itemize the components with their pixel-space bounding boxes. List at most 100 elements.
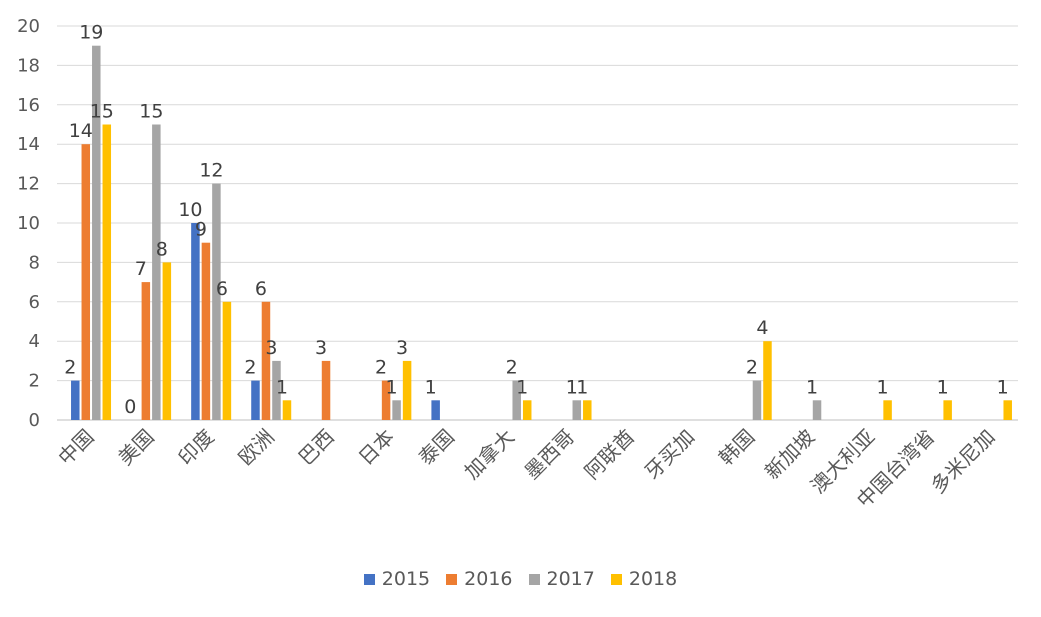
data-label: 15: [90, 101, 114, 123]
bar-2015: [251, 380, 260, 420]
category-label: 印度: [173, 425, 218, 470]
bar-2018: [1003, 400, 1012, 420]
category-label: 阿联酋: [580, 425, 639, 484]
category-label: 墨西哥: [520, 425, 579, 484]
bar-2018: [583, 400, 592, 420]
bar-2016: [321, 360, 331, 420]
data-label: 1: [276, 376, 288, 398]
y-tick-label: 20: [17, 16, 40, 37]
data-label: 1: [937, 376, 949, 398]
bars: [71, 45, 1012, 420]
x-axis-categories: 中国 美国 印度 欧洲 巴西 日本 泰国 加拿大 墨西哥 阿联酋 牙买加 韩国 新加坡澳大利亚中国台湾省…: [53, 425, 999, 513]
legend-item: 2016: [446, 568, 513, 590]
data-label: 6: [255, 278, 267, 300]
legend-label: 2018: [628, 568, 678, 590]
bar-2017: [752, 380, 762, 420]
legend-item: 2015: [363, 568, 431, 590]
legend-label: 2015: [381, 568, 431, 590]
bar-2018: [102, 124, 112, 420]
category-label: 欧洲: [233, 425, 278, 470]
data-label: 1: [566, 376, 578, 398]
y-axis-ticks: 0 2 4 6 8 10 12 14 16 18 20: [17, 16, 40, 431]
data-label: 2: [244, 357, 256, 379]
data-label: 9: [195, 219, 207, 241]
category-label: 巴西: [294, 425, 339, 470]
category-label: 美国: [113, 425, 158, 470]
bar-2015: [71, 380, 80, 420]
bar-2017: [572, 400, 582, 420]
data-label: 1: [997, 376, 1009, 398]
bar-2017: [392, 400, 401, 420]
bar-2015: [191, 223, 200, 420]
y-tick-label: 8: [29, 252, 40, 273]
y-tick-label: 10: [17, 213, 40, 234]
category-label: 多米尼加: [926, 425, 1000, 499]
y-tick-label: 14: [17, 134, 40, 155]
y-tick-label: 2: [29, 371, 40, 392]
bar-2018: [522, 400, 532, 420]
bar-2018: [162, 262, 172, 420]
data-label: 1: [516, 376, 528, 398]
data-label: 2: [375, 357, 387, 379]
category-label: 泰国: [414, 425, 459, 470]
data-label: 4: [756, 317, 768, 339]
legend-item: 2018: [610, 568, 678, 590]
legend-item: 2017: [528, 568, 595, 590]
category-label: 牙买加: [640, 425, 699, 484]
bar-2018: [943, 400, 952, 420]
bar-2015: [431, 400, 440, 420]
data-label: 2: [746, 357, 758, 379]
bar-2017: [212, 183, 221, 420]
y-tick-label: 6: [29, 292, 40, 313]
data-label: 3: [396, 337, 408, 359]
bar-2016: [141, 282, 151, 420]
data-label: 8: [156, 238, 168, 260]
data-label: 1: [386, 376, 398, 398]
bar-2016: [261, 301, 271, 420]
bar-2016: [81, 144, 91, 420]
data-label: 12: [199, 160, 223, 182]
data-label: 3: [315, 337, 327, 359]
legend-label: 2016: [464, 568, 513, 590]
category-label: 新加坡: [760, 425, 819, 484]
category-label: 中国: [53, 425, 98, 470]
category-label: 韩国: [714, 425, 759, 470]
data-label: 1: [425, 376, 437, 398]
y-tick-label: 0: [29, 410, 40, 431]
data-label: 1: [806, 376, 818, 398]
bar-2016: [381, 380, 391, 420]
data-label: 15: [139, 101, 163, 123]
bar-2017: [272, 360, 281, 420]
y-tick-label: 16: [17, 95, 40, 116]
y-tick-label: 4: [29, 331, 40, 352]
bar-2017: [812, 400, 822, 420]
data-label: 6: [216, 278, 228, 300]
bar-2018: [222, 301, 232, 420]
y-tick-label: 12: [17, 174, 40, 195]
data-label: 1: [877, 376, 889, 398]
data-label: 10: [178, 199, 202, 221]
category-label: 日本: [354, 425, 399, 470]
bar-2017: [92, 45, 101, 420]
data-label: 19: [79, 22, 103, 44]
legend-swatch: [363, 573, 375, 585]
legend-swatch: [528, 573, 540, 585]
bar-2016: [201, 242, 211, 420]
category-label: 加拿大: [460, 425, 519, 484]
legend-swatch: [610, 573, 622, 585]
data-label: 1: [576, 376, 588, 398]
legend-swatch: [446, 573, 458, 585]
bar-2018: [883, 400, 892, 420]
y-tick-label: 18: [17, 55, 40, 76]
data-label: 14: [69, 120, 93, 142]
data-label: 0: [124, 396, 136, 418]
bar-2017: [152, 124, 161, 420]
legend: 2015 2016 2017 2018: [0, 568, 1041, 590]
data-label: 2: [506, 357, 518, 379]
bar-2018: [763, 341, 772, 420]
data-label: 3: [265, 337, 277, 359]
bar-2018: [402, 360, 412, 420]
